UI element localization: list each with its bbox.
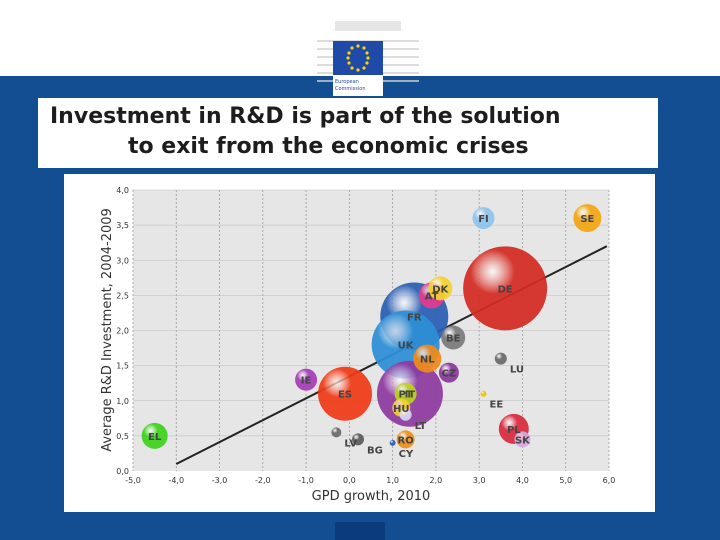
x-tick-label: -3,0 [212,476,228,485]
bubble-sk [514,431,531,448]
bubble-ee [480,390,487,397]
bubble-label-lt: LT [415,421,427,432]
y-tick-label: 0,5 [116,432,129,441]
y-tick-label: 4,0 [116,186,129,195]
bubble-label-cz: CZ [442,369,457,380]
bubble-label-se: SE [580,214,594,225]
x-tick-label: 5,0 [559,476,572,485]
y-tick-label: 3,5 [116,221,129,230]
bubble-lt [399,408,412,421]
x-axis-label: GPD growth, 2010 [312,489,431,504]
bubble-ro [396,430,415,449]
x-tick-labels: -5,0 -4,0 -3,0 -2,0 -1,0 0,0 1,0 2,0 3,0 4,0 5,0 6,… [125,476,615,485]
bubble-ie [295,368,318,391]
bubble-label-pt: PT [399,390,413,401]
bubble-cz [438,362,459,383]
bubble-label-cy: CY [399,449,414,460]
bubble-label-bg: BG [367,445,383,456]
bubble-label-it: IT [405,390,416,401]
bubble-label-uk: UK [398,341,415,352]
bubble-label-dk: DK [432,284,449,295]
bubble-chart: -5,0 -4,0 -3,0 -2,0 -1,0 0,0 1,0 2,0 3,0 4,0 5,0 6,… [100,186,615,504]
title-line-2: to exit from the economic crises [128,134,529,159]
bubble-label-fi: FI [478,214,489,225]
bubble-label-ie: IE [301,376,312,387]
bubble-nl [413,344,442,373]
bubble-label-be: BE [446,334,461,345]
x-tick-label: 6,0 [603,476,616,485]
bubble-label-lv: LV [344,438,357,449]
bubble-se [573,204,602,233]
x-tick-label: 2,0 [430,476,443,485]
y-tick-label: 2,5 [116,291,129,300]
european-commission-logo: European Commission [317,21,419,96]
bubble-label-lu: LU [510,365,524,376]
y-tick-label: 1,5 [116,362,129,371]
slide-title: Investment in R&D is part of the solutio… [38,98,658,168]
bottom-tab [335,522,385,540]
bubble-cy [389,439,396,446]
bubble-fi [472,207,495,230]
bubble-label-pl: PL [507,425,521,436]
x-tick-label: 3,0 [473,476,486,485]
bubble-el [141,422,168,449]
bubble-label-ee: EE [490,400,504,411]
bubble-labels: DE FR UK IT ES PL NL BE AT SE DK FI CZ PT EL IE HU RO SK LU… [148,214,595,460]
x-tick-label: 1,0 [386,476,399,485]
bubble-label-hu: HU [393,404,410,415]
y-tick-label: 1,0 [116,397,129,406]
bubble-label-sk: SK [515,435,531,446]
chart-panel: -5,0 -4,0 -3,0 -2,0 -1,0 0,0 1,0 2,0 3,0 4,0 5,0 6,… [64,174,655,512]
bubble-lv [331,427,342,438]
bubble-be [441,325,466,350]
bubble-lu [494,352,507,365]
y-tick-label: 0,0 [116,467,129,476]
bubble-de [463,246,548,331]
bubble-label-ro: RO [398,435,414,446]
bubble-label-fr: FR [407,312,422,323]
x-tick-label: -2,0 [255,476,271,485]
bubble-es [318,366,373,421]
svg-text:European: European [335,79,359,85]
x-tick-label: -1,0 [298,476,314,485]
bubble-dk [428,276,453,301]
bubble-label-es: ES [338,390,352,401]
bubble-label-el: EL [148,432,162,443]
svg-text:Commission: Commission [335,86,366,92]
title-line-1: Investment in R&D is part of the solutio… [50,104,561,129]
y-tick-label: 2,0 [116,327,129,336]
bubble-label-de: DE [498,284,513,295]
bubble-label-at: AT [425,291,439,302]
bubble-series [141,204,602,449]
y-axis-label: Average R&D Investment, 2004-2009 [100,208,115,452]
bubble-label-nl: NL [420,355,435,366]
x-tick-label: -5,0 [125,476,141,485]
y-tick-labels: 0,0 0,5 1,0 1,5 2,0 2,5 3,0 3,5 4,0 [116,186,129,476]
bubble-bg [352,433,365,446]
y-tick-label: 3,0 [116,256,129,265]
x-tick-label: 4,0 [516,476,529,485]
x-tick-label: 0,0 [343,476,356,485]
x-tick-label: -4,0 [168,476,184,485]
